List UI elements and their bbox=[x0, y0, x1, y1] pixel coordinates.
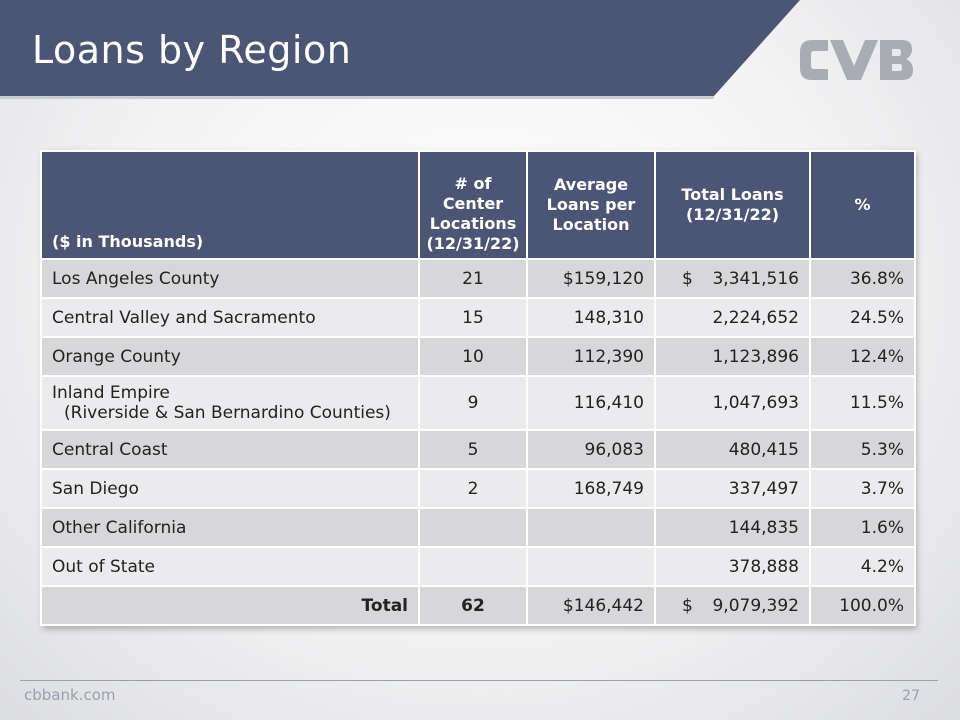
locations-cell: 5 bbox=[418, 429, 528, 470]
footer-site: cbbank.com bbox=[24, 686, 116, 704]
total-avg: $146,442 bbox=[526, 585, 656, 626]
percent-cell: 5.3% bbox=[809, 429, 916, 470]
table-row: Inland Empire (Riverside & San Bernardin… bbox=[40, 375, 916, 431]
percent-cell: 3.7% bbox=[809, 468, 916, 509]
avg-cell: 96,083 bbox=[526, 429, 656, 470]
locations-cell: 15 bbox=[418, 297, 528, 338]
dollar-sign: $ bbox=[682, 595, 693, 616]
locations-cell: 10 bbox=[418, 336, 528, 377]
total-cell: 144,835 bbox=[654, 507, 811, 548]
percent-cell: 36.8% bbox=[809, 258, 916, 299]
locations-cell bbox=[418, 507, 528, 548]
header-region: ($ in Thousands) bbox=[40, 150, 420, 260]
region-cell: Los Angeles County bbox=[40, 258, 420, 299]
total-cell: 1,123,896 bbox=[654, 336, 811, 377]
total-locations: 62 bbox=[418, 585, 528, 626]
region-cell: Other California bbox=[40, 507, 420, 548]
header-locations: # of Center Locations (12/31/22) bbox=[418, 150, 528, 260]
table-header-row: ($ in Thousands) # of Center Locations (… bbox=[40, 150, 916, 260]
total-loans: $ 9,079,392 bbox=[654, 585, 811, 626]
banner-underline bbox=[0, 96, 714, 99]
locations-cell bbox=[418, 546, 528, 587]
title-banner bbox=[0, 0, 800, 96]
percent-cell: 1.6% bbox=[809, 507, 916, 548]
region-cell: Inland Empire (Riverside & San Bernardin… bbox=[40, 375, 420, 431]
table-row: Los Angeles County 21 $159,120 $ 3,341,5… bbox=[40, 258, 916, 299]
percent-cell: 24.5% bbox=[809, 297, 916, 338]
avg-cell: 148,310 bbox=[526, 297, 656, 338]
total-row: Total 62 $146,442 $ 9,079,392 100.0% bbox=[40, 585, 916, 626]
total-cell: $ 3,341,516 bbox=[654, 258, 811, 299]
region-subtitle: (Riverside & San Bernardino Counties) bbox=[64, 403, 391, 423]
region-cell: Central Coast bbox=[40, 429, 420, 470]
total-cell: 378,888 bbox=[654, 546, 811, 587]
region-cell: Out of State bbox=[40, 546, 420, 587]
region-cell: San Diego bbox=[40, 468, 420, 509]
percent-cell: 11.5% bbox=[809, 375, 916, 431]
avg-cell bbox=[526, 546, 656, 587]
page-number: 27 bbox=[902, 688, 920, 704]
header-percent: % bbox=[809, 150, 916, 260]
locations-cell: 9 bbox=[418, 375, 528, 431]
header-avg-loans: Average Loans per Location bbox=[526, 150, 656, 260]
slide-title: Loans by Region bbox=[32, 28, 352, 72]
avg-cell: 112,390 bbox=[526, 336, 656, 377]
total-cell: 480,415 bbox=[654, 429, 811, 470]
total-cell: 337,497 bbox=[654, 468, 811, 509]
table-row: San Diego 2 168,749 337,497 3.7% bbox=[40, 468, 916, 509]
region-cell: Orange County bbox=[40, 336, 420, 377]
cvb-logo bbox=[800, 40, 913, 80]
total-label: Total bbox=[40, 585, 420, 626]
table-row: Central Valley and Sacramento 15 148,310… bbox=[40, 297, 916, 338]
header-total-loans: Total Loans (12/31/22) bbox=[654, 150, 811, 260]
avg-cell: 168,749 bbox=[526, 468, 656, 509]
locations-cell: 2 bbox=[418, 468, 528, 509]
avg-cell bbox=[526, 507, 656, 548]
avg-cell: 116,410 bbox=[526, 375, 656, 431]
region-cell: Central Valley and Sacramento bbox=[40, 297, 420, 338]
percent-cell: 4.2% bbox=[809, 546, 916, 587]
dollar-sign: $ bbox=[682, 268, 693, 289]
table-row: Orange County 10 112,390 1,123,896 12.4% bbox=[40, 336, 916, 377]
percent-cell: 12.4% bbox=[809, 336, 916, 377]
table-row: Central Coast 5 96,083 480,415 5.3% bbox=[40, 429, 916, 470]
avg-cell: $159,120 bbox=[526, 258, 656, 299]
table-row: Other California 144,835 1.6% bbox=[40, 507, 916, 548]
loans-table: ($ in Thousands) # of Center Locations (… bbox=[40, 150, 916, 626]
total-percent: 100.0% bbox=[809, 585, 916, 626]
table-row: Out of State 378,888 4.2% bbox=[40, 546, 916, 587]
locations-cell: 21 bbox=[418, 258, 528, 299]
footer-divider bbox=[20, 680, 938, 681]
total-cell: 2,224,652 bbox=[654, 297, 811, 338]
total-cell: 1,047,693 bbox=[654, 375, 811, 431]
